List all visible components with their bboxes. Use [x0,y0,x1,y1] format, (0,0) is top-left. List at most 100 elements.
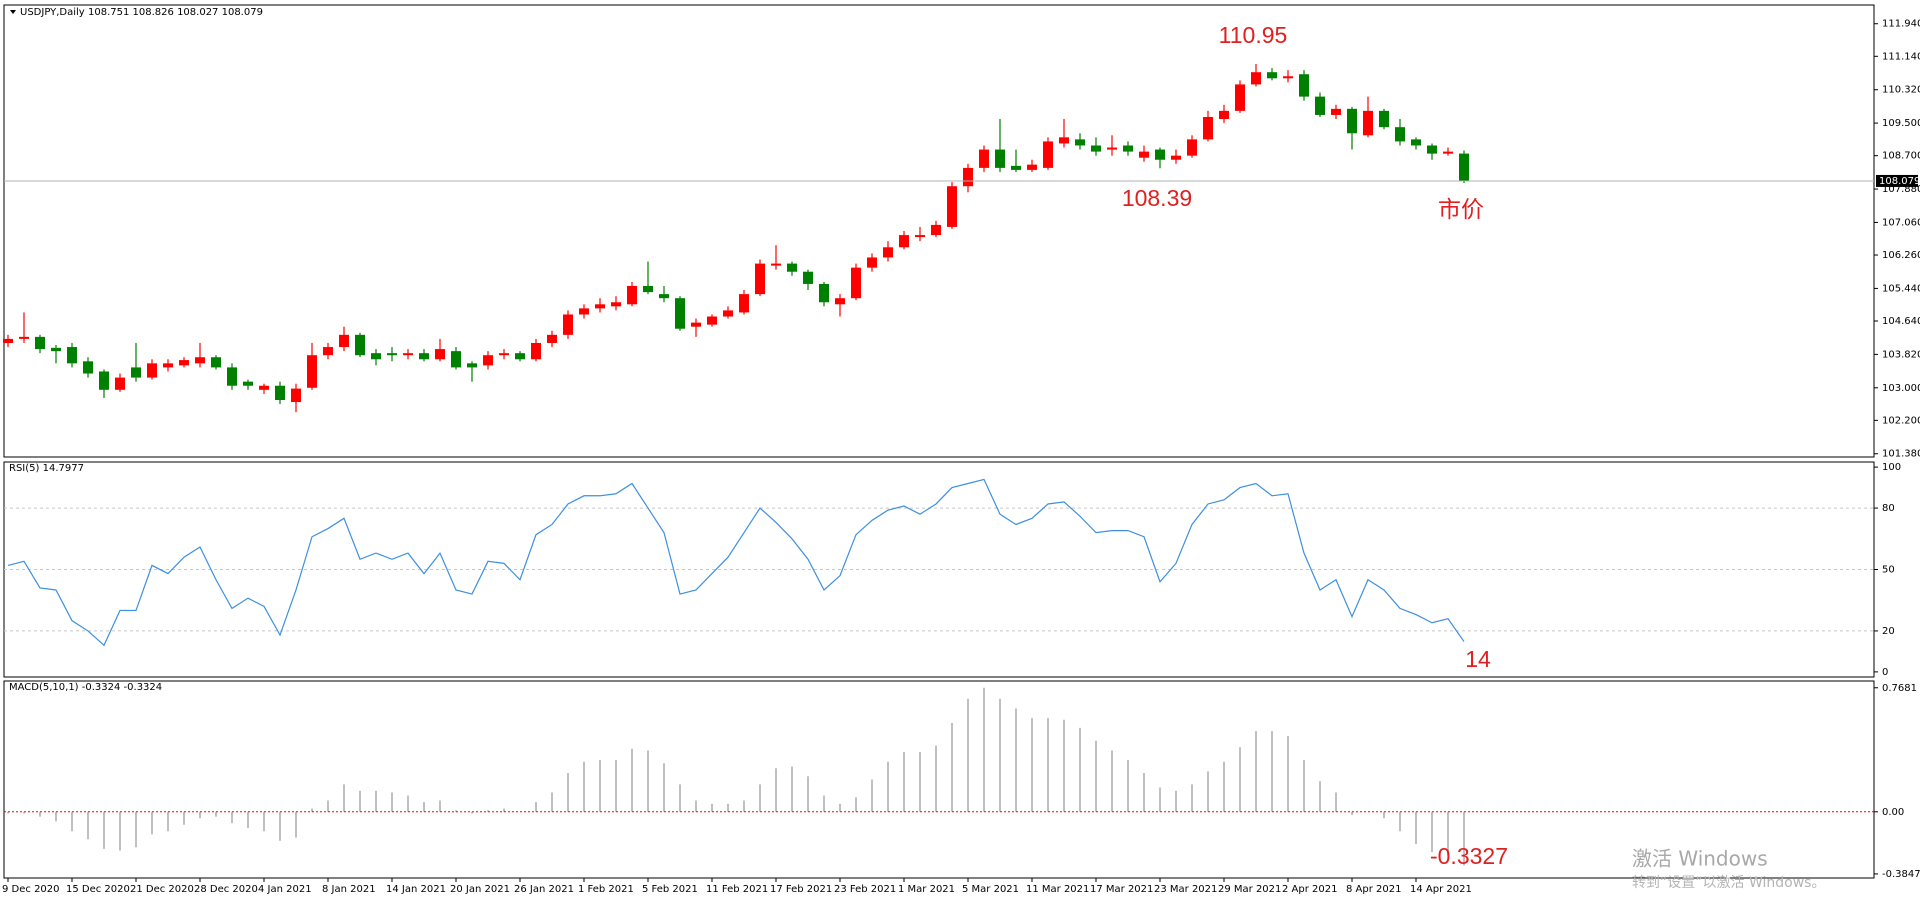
x-tick-label: 9 Dec 2020 [2,884,60,895]
candle-body [1123,145,1133,152]
candle-body [1283,76,1293,79]
candle-body [1299,74,1309,97]
candle-body [1267,72,1277,79]
candle-body [435,349,445,360]
candle-body [403,353,413,356]
x-tick-label: 23 Feb 2021 [834,884,896,895]
candle-body [1059,137,1069,144]
y-tick-label: 103.820 [1882,349,1920,360]
watermark-title: 激活 Windows [1632,847,1768,871]
candle-body [1075,139,1085,146]
y-tick-label: 111.140 [1882,51,1920,62]
current-price-box [1876,174,1918,187]
y-tick-label: 0.7681 [1882,683,1917,694]
candle-body [979,149,989,168]
candle-body [931,224,941,236]
candle-body [1027,164,1037,170]
y-tick-label: 0.00 [1882,807,1904,818]
annotation: 110.95 [1219,22,1288,48]
candle-body [499,353,509,356]
candle-body [1139,151,1149,158]
x-tick-label: 14 Apr 2021 [1410,884,1472,895]
candle-body [243,381,253,386]
x-tick-label: 1 Mar 2021 [898,884,955,895]
y-tick-label: 109.500 [1882,118,1920,129]
candle-body [291,388,301,403]
x-tick-label: 11 Mar 2021 [1026,884,1089,895]
y-tick-label: 0 [1882,667,1888,678]
y-tick-label: 107.060 [1882,217,1920,228]
rsi-title: RSI(5) 14.7977 [9,463,84,474]
y-tick-label: 108.700 [1882,151,1920,162]
candle-body [899,235,909,248]
candle-body [467,363,477,368]
candle-body [515,353,525,360]
candle-body [227,367,237,386]
candle-body [531,342,541,360]
y-tick-label: 111.940 [1882,19,1920,30]
candle-body [1219,110,1229,120]
watermark-text: 转到“设置”以激活 Windows。 [1632,874,1825,891]
candle-body [595,304,605,309]
candle-body [195,357,205,364]
y-tick-label: 103.000 [1882,383,1920,394]
current-price-label: 108.079 [1879,176,1920,187]
y-tick-label: 110.320 [1882,85,1920,96]
candle-body [995,149,1005,168]
x-tick-label: 8 Jan 2021 [322,884,376,895]
candle-body [627,285,637,305]
candle-body [1171,155,1181,160]
candle-body [963,167,973,187]
candle-body [755,263,765,295]
y-tick-label: 101.380 [1882,449,1920,460]
candle-body [723,310,733,317]
candle-body [691,322,701,327]
macd-title: MACD(5,10,1) -0.3324 -0.3324 [9,682,162,693]
candle-body [83,361,93,374]
candle-body [579,308,589,315]
candle-body [371,353,381,360]
candle-body [1107,147,1117,150]
candle-body [1011,165,1021,170]
x-tick-label: 21 Dec 2020 [130,884,194,895]
candle-body [947,186,957,227]
candle-body [835,298,845,305]
candle-body [259,385,269,390]
candle-body [35,336,45,350]
y-tick-label: 100 [1882,462,1901,473]
x-tick-label: 20 Jan 2021 [450,884,510,895]
x-tick-label: 28 Dec 2020 [194,884,258,895]
annotation: 市价 [1438,196,1484,222]
candle-body [1251,72,1261,85]
x-tick-label: 17 Mar 2021 [1090,884,1153,895]
candle-body [611,302,621,307]
y-tick-label: 102.200 [1882,415,1920,426]
candle-body [851,267,861,299]
collapse-icon[interactable] [10,10,16,14]
candle-body [419,353,429,360]
x-tick-label: 17 Feb 2021 [770,884,832,895]
y-tick-label: 106.260 [1882,250,1920,261]
candle-body [131,367,141,378]
candle-body [51,347,61,352]
panel-frame [3,4,1875,458]
candle-body [3,338,13,343]
candle-body [483,355,493,366]
annotation: 14 [1465,646,1491,672]
y-tick-label: 80 [1882,503,1895,514]
x-tick-label: 5 Mar 2021 [962,884,1019,895]
ohlc-info: 108.751 108.826 108.027 108.079 [88,7,263,18]
x-tick-label: 8 Apr 2021 [1346,884,1401,895]
candle-body [771,263,781,266]
candle-body [99,371,109,390]
candle-body [387,353,397,356]
candle-body [1459,153,1469,181]
candle-body [1187,139,1197,156]
candle-body [819,283,829,303]
candle-body [19,336,29,339]
rsi-line [7,478,1465,647]
candle-body [1043,141,1053,168]
candle-body [1315,96,1325,115]
x-tick-label: 1 Feb 2021 [578,884,634,895]
